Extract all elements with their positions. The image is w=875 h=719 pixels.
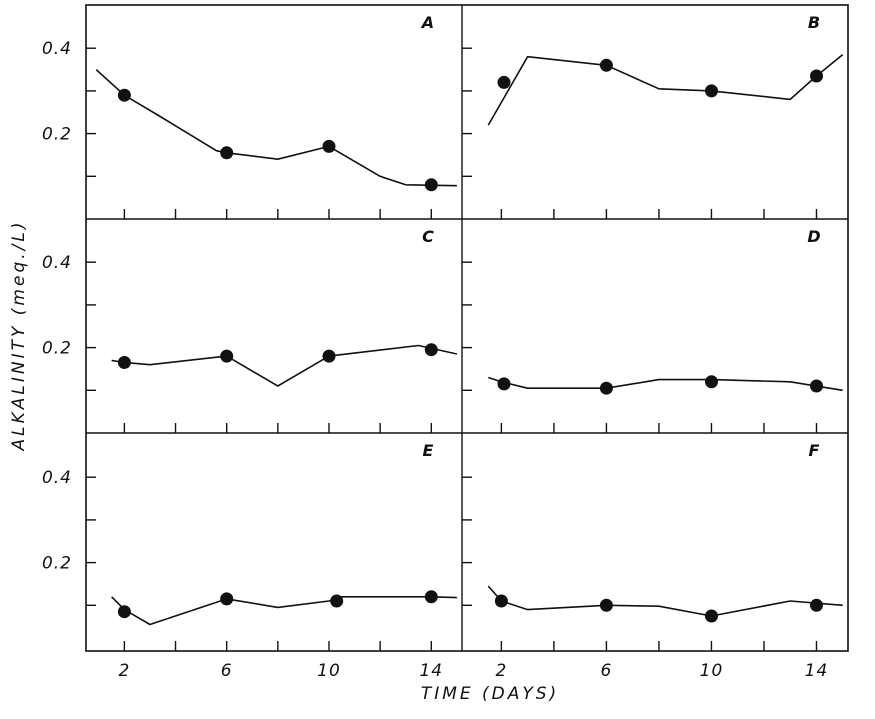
x-tick-label: 2 <box>495 661 507 681</box>
data-point <box>220 146 234 160</box>
data-point <box>497 75 511 89</box>
panel-label: C <box>422 227 434 246</box>
series-line <box>111 344 458 387</box>
data-point <box>424 590 438 604</box>
data-point <box>220 592 234 606</box>
data-point <box>424 178 438 192</box>
data-point <box>810 379 823 393</box>
panel-label: E <box>423 441 434 460</box>
data-point <box>330 594 344 608</box>
data-point <box>810 69 823 83</box>
y-axis-title: ALKALINITY (meq./L) <box>9 220 29 452</box>
x-tick-label: 2 <box>118 661 130 681</box>
panel-d: D <box>462 227 843 433</box>
data-point <box>494 594 508 608</box>
data-point <box>424 343 438 357</box>
data-point <box>599 598 613 612</box>
data-point <box>705 609 718 623</box>
data-point <box>705 84 718 98</box>
panel-label: B <box>808 13 820 32</box>
x-tick-label: 10 <box>700 661 724 681</box>
panel-b: B <box>462 13 844 219</box>
data-point <box>117 356 131 369</box>
data-point <box>220 349 234 363</box>
data-point <box>599 381 613 395</box>
y-tick-label: 0.2 <box>42 339 72 359</box>
y-tick-label: 0.4 <box>42 468 72 488</box>
y-tick-label: 0.4 <box>42 253 72 273</box>
panel-c: C <box>86 227 458 433</box>
series-line <box>487 53 844 126</box>
y-tick-label: 0.4 <box>42 39 72 59</box>
x-axis-title: TIME (DAYS) <box>421 684 559 704</box>
data-point <box>810 598 823 612</box>
data-point <box>497 377 511 391</box>
panel-e: E <box>86 441 457 651</box>
data-point <box>322 139 336 153</box>
x-tick-label: 14 <box>805 661 829 681</box>
series-line <box>111 596 457 626</box>
y-tick-label: 0.2 <box>42 554 72 574</box>
panel-f: F <box>462 441 843 651</box>
x-tick-label: 10 <box>317 661 341 681</box>
series-line <box>487 585 843 617</box>
data-point <box>705 375 718 389</box>
panel-label: F <box>809 441 820 460</box>
panel-label: A <box>420 13 434 32</box>
x-tick-label: 14 <box>419 661 443 681</box>
panel-a: A <box>86 13 457 219</box>
series-line <box>488 376 843 392</box>
data-point <box>117 88 131 102</box>
series-line <box>95 69 457 187</box>
x-tick-label: 6 <box>601 661 613 681</box>
panel-label: D <box>807 227 820 246</box>
data-point <box>117 605 131 619</box>
data-point <box>599 58 613 72</box>
data-point <box>322 349 336 363</box>
figure-frame <box>85 4 849 652</box>
x-tick-label: 6 <box>221 661 233 681</box>
y-tick-label: 0.2 <box>42 125 72 145</box>
